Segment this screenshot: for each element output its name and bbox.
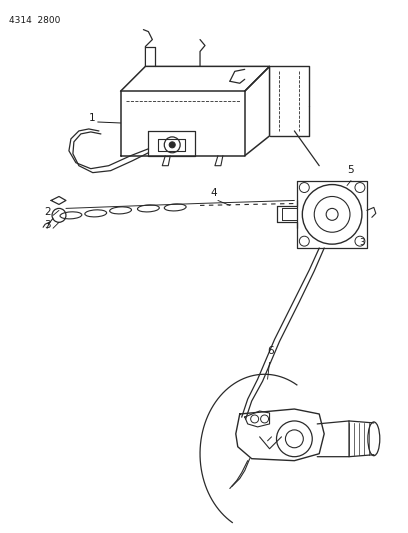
Text: 3: 3 xyxy=(44,220,51,230)
Text: 6: 6 xyxy=(268,346,274,357)
Text: 2: 2 xyxy=(44,207,51,217)
Circle shape xyxy=(326,208,338,220)
Text: 3: 3 xyxy=(359,238,364,247)
Text: 5: 5 xyxy=(347,165,354,175)
Circle shape xyxy=(169,142,175,148)
Text: 4: 4 xyxy=(210,189,217,198)
Circle shape xyxy=(286,430,303,448)
Text: 4314  2800: 4314 2800 xyxy=(9,15,61,25)
Text: 1: 1 xyxy=(89,113,95,123)
